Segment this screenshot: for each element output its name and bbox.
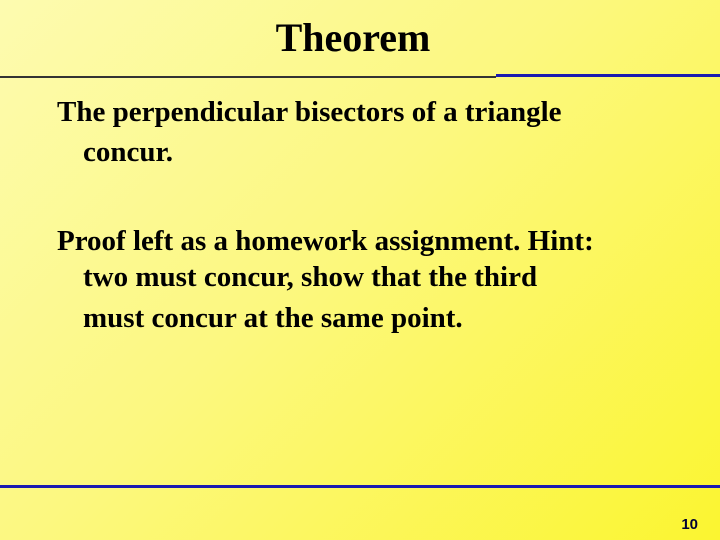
body-line: Proof left as a homework assignment. Hin… [57,225,594,257]
body-line: concur. [83,136,173,168]
page-number: 10 [681,516,698,533]
body-line: The perpendicular bisectors of a triangl… [57,96,562,128]
body-line: two must concur, show that the third [83,261,538,293]
title-rule [0,76,496,78]
title-rule-accent [496,74,720,77]
footer-rule [0,485,720,488]
body-line: must concur at the same point. [83,302,463,334]
slide-title: Theorem [275,15,431,60]
